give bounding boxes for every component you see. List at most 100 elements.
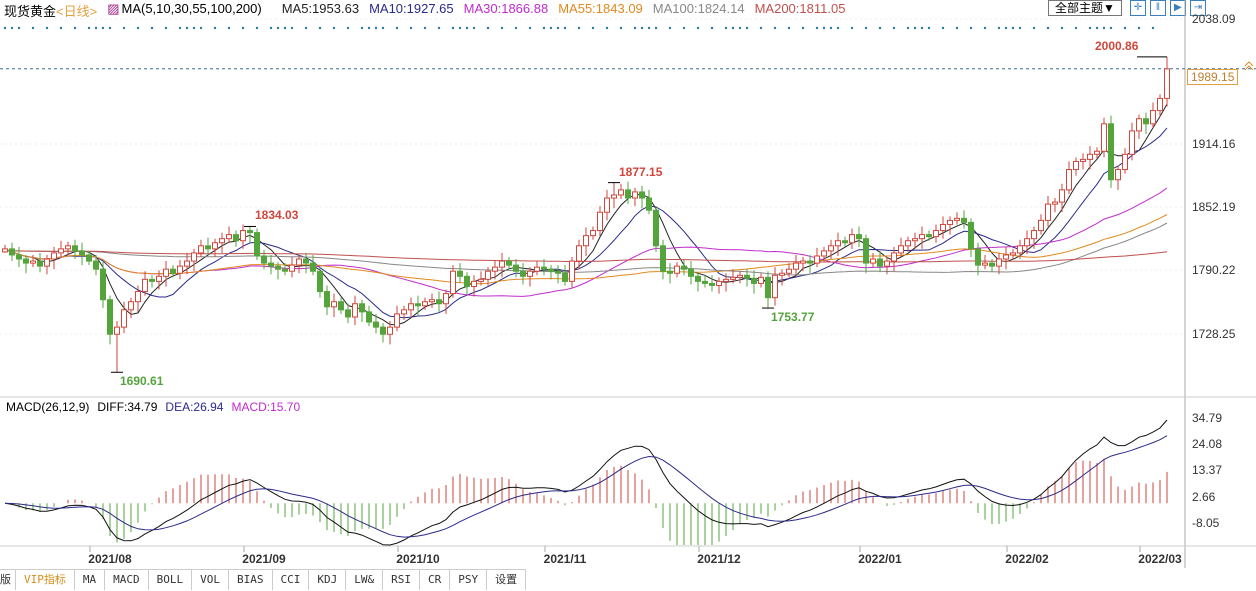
macd-tick: 34.79 [1192,411,1223,425]
tab-6[interactable]: BIAS [229,570,273,590]
ma10-value: MA10:1927.65 [369,1,454,16]
signal-dot [213,26,217,30]
signal-dot [1102,26,1106,30]
tab-0[interactable]: 版 [0,570,16,590]
candle-up [471,280,477,287]
candle-down [646,197,652,211]
candle-down [261,255,267,264]
candle-up [604,197,610,213]
candle-down [464,275,470,287]
tab-10[interactable]: RSI [383,570,420,590]
date-tick: 2022/02 [1005,552,1049,566]
zoom-in-icon[interactable]: ‖ [1149,0,1166,16]
candle-up [65,245,71,250]
candle-down [275,265,281,270]
candle-up [821,250,827,257]
candle-down [37,260,43,267]
candle-down [366,311,372,323]
candle-down [1143,118,1149,125]
date-tick: 2021/08 [88,552,132,566]
signal-dot [682,26,686,30]
candle-up [184,260,190,267]
theme-dropdown[interactable]: 全部主题▼ [1048,0,1122,16]
tab-1[interactable]: VIP指标 [16,570,75,590]
tab-13[interactable]: 设置 [487,570,527,590]
candle-down [660,245,666,272]
signal-dot [360,26,364,30]
candle-down [968,221,974,250]
signal-dot [31,26,35,30]
date-tick: 2022/03 [1138,552,1182,566]
candle-up [163,268,169,277]
candle-up [716,280,722,286]
signal-dot [654,26,658,30]
diff-line [4,419,1168,546]
candle-down [170,268,176,274]
candle-down [233,234,239,242]
tab-3[interactable]: MACD [105,570,149,590]
signal-dot [3,26,7,30]
candle-up [429,299,435,303]
candle-up [884,260,890,267]
candle-up [2,248,8,253]
crosshair-icon[interactable]: ✛ [1129,0,1146,16]
candle-down [79,250,85,256]
tab-8[interactable]: KDJ [309,570,347,590]
candle-down [436,299,442,305]
candle-down [863,238,869,264]
signal-dot [409,26,413,30]
signal-dot [269,26,273,30]
end-icon[interactable]: ⇥ [1189,0,1206,16]
candle-down [149,278,155,282]
tab-2[interactable]: MA [75,570,106,590]
signal-dot [437,26,441,30]
signal-dot [850,26,854,30]
candle-up [121,309,127,328]
signal-dot [927,26,931,30]
signal-dot [801,26,805,30]
candle-up [590,230,596,237]
period-selector[interactable]: <日线> [56,4,98,19]
signal-dot [346,26,350,30]
indicator-tabs: 版 VIP指标 MA MACD BOLL VOL BIAS CCI KDJ LW& RSI CR PSY… [0,569,527,590]
candle-up [1115,169,1121,181]
ma10-line [4,127,1168,319]
candle-up [1052,201,1058,205]
tab-12[interactable]: PSY [450,570,488,590]
tab-7[interactable]: CCI [273,570,310,590]
candle-up [1066,169,1072,191]
candle-up [51,252,57,260]
tab-4[interactable]: BOLL [149,570,193,590]
candle-down [282,268,288,272]
ma100-value: MA100:1824.14 [652,1,745,16]
signal-dot [829,26,833,30]
price-tick: 1728.25 [1192,327,1236,341]
signal-dot [983,26,987,30]
tab-9[interactable]: LW& [346,570,384,590]
extreme-price-label: 1877.15 [619,164,663,179]
candle-down [926,234,932,238]
candle-down [751,277,757,284]
ma30-value: MA30:1866.88 [463,1,549,16]
signal-dot [276,26,280,30]
symbol-name: 现货黄金 [4,4,57,19]
candle-up [632,191,638,199]
candle-up [954,217,960,221]
candle-down [254,232,260,257]
candle-up [114,326,120,335]
candle-down [688,268,694,277]
tab-11[interactable]: CR [420,570,451,590]
candle-down [653,209,659,247]
macd-header: MACD(26,12,9) DIFF:34.79 DEA:26.94 MACD:15.… [6,400,308,414]
signal-dot [549,26,553,30]
candle-up [1122,153,1128,171]
signal-dot [1046,26,1050,30]
tab-5[interactable]: VOL [192,570,229,590]
signal-dot [619,26,623,30]
candle-up [177,265,183,274]
price-tick: 1790.22 [1192,263,1236,277]
candle-down [324,291,330,308]
signal-dot [1018,26,1022,30]
candle-up [674,265,680,274]
